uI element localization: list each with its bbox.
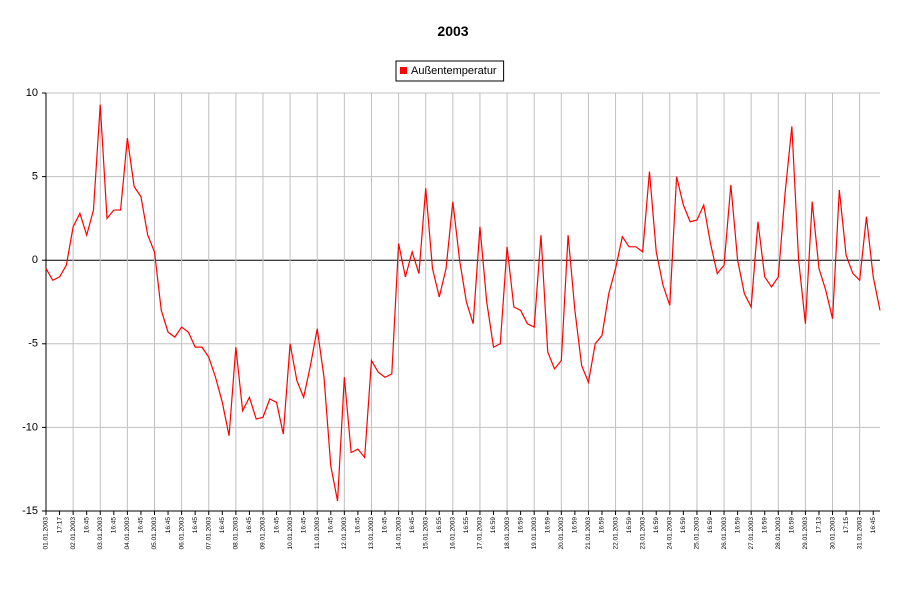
x-tick-label: 16:45 [165, 517, 172, 534]
x-tick-label: 16:45 [870, 517, 877, 534]
x-tick-label: 16:45 [300, 517, 307, 534]
x-tick-label: 04.01.2003 [124, 517, 131, 550]
x-tick-label: 16:45 [409, 517, 416, 534]
x-tick-label: 02.01.2003 [70, 517, 77, 550]
x-tick-label: 30.01.2003 [829, 517, 836, 550]
x-tick-label: 10.01.2003 [287, 517, 294, 550]
x-tick-label: 19.01.2003 [531, 517, 538, 550]
x-tick-label: 25.01.2003 [694, 517, 701, 550]
x-tick-label: 22.01.2003 [612, 517, 619, 550]
x-tick-label: 01.01.2003 [43, 517, 50, 550]
x-tick-label: 17.01.2003 [477, 517, 484, 550]
x-tick-label: 16:45 [246, 517, 253, 534]
x-tick-label: 13.01.2003 [368, 517, 375, 550]
x-tick-label: 16:59 [599, 517, 606, 534]
x-tick-label: 17:15 [843, 517, 850, 534]
x-tick-label: 16:59 [572, 517, 579, 534]
chart-title: 2003 [437, 23, 468, 39]
x-tick-label: 16:59 [517, 517, 524, 534]
x-tick-label: 16:59 [680, 517, 687, 534]
legend-label: Außentemperatur [411, 65, 497, 77]
x-tick-label: 16:45 [382, 517, 389, 534]
x-tick-label: 16:59 [707, 517, 714, 534]
x-tick-label: 16:45 [192, 517, 199, 534]
x-tick-label: 21.01.2003 [585, 517, 592, 550]
x-tick-label: 16:55 [436, 517, 443, 534]
x-tick-label: 03.01.2003 [97, 517, 104, 550]
x-tick-label: 09.01.2003 [260, 517, 267, 550]
x-tick-label: 12.01.2003 [341, 517, 348, 550]
x-tick-label: 07.01.2003 [205, 517, 212, 550]
x-tick-label: 16:59 [761, 517, 768, 534]
x-tick-label: 29.01.2003 [802, 517, 809, 550]
x-tick-label: 16:45 [111, 517, 118, 534]
y-tick-label: 0 [32, 254, 38, 266]
x-tick-label: 27.01.2003 [748, 517, 755, 550]
y-tick-label: 5 [32, 171, 38, 183]
line-series [45, 104, 881, 502]
x-tick-label: 28.01.2003 [775, 517, 782, 550]
x-tick-label: 16:45 [83, 517, 90, 534]
x-tick-label: 08.01.2003 [233, 517, 240, 550]
y-tick-label: -15 [22, 505, 38, 517]
x-tick-label: 16:45 [327, 517, 334, 534]
x-tick-label: 16:55 [463, 517, 470, 534]
x-tick-label: 16.01.2003 [450, 517, 457, 550]
x-tick-label: 24.01.2003 [667, 517, 674, 550]
x-tick-label: 16:45 [138, 517, 145, 534]
x-tick-label: 31.01.2003 [856, 517, 863, 550]
legend-box [395, 60, 505, 82]
x-tick-label: 16:59 [653, 517, 660, 534]
x-tick-label: 14.01.2003 [395, 517, 402, 550]
x-tick-label: 17:17 [56, 517, 63, 534]
legend-swatch [400, 67, 407, 74]
y-tick-label: -10 [22, 421, 38, 433]
y-tick-label: -5 [28, 338, 38, 350]
x-tick-label: 11.01.2003 [314, 517, 321, 549]
x-tick-label: 16:45 [273, 517, 280, 534]
x-tick-label: 05.01.2003 [151, 517, 158, 550]
x-tick-label: 16:59 [490, 517, 497, 534]
x-tick-label: 16:59 [734, 517, 741, 534]
x-tick-label: 20.01.2003 [558, 517, 565, 550]
x-tick-label: 16:59 [544, 517, 551, 534]
x-tick-label: 16:45 [355, 517, 362, 534]
x-tick-label: 06.01.2003 [178, 517, 185, 550]
x-tick-label: 18.01.2003 [504, 517, 511, 550]
x-tick-label: 15.01.2003 [422, 517, 429, 550]
x-tick-label: 17:13 [816, 517, 823, 534]
x-tick-label: 26.01.2003 [721, 517, 728, 550]
y-tick-label: 10 [26, 87, 38, 99]
legend: Außentemperatur [395, 60, 505, 82]
x-tick-label: 16:59 [789, 517, 796, 534]
x-tick-label: 23.01.2003 [639, 517, 646, 550]
x-tick-label: 16:59 [626, 517, 633, 534]
x-tick-label: 16:45 [219, 517, 226, 534]
